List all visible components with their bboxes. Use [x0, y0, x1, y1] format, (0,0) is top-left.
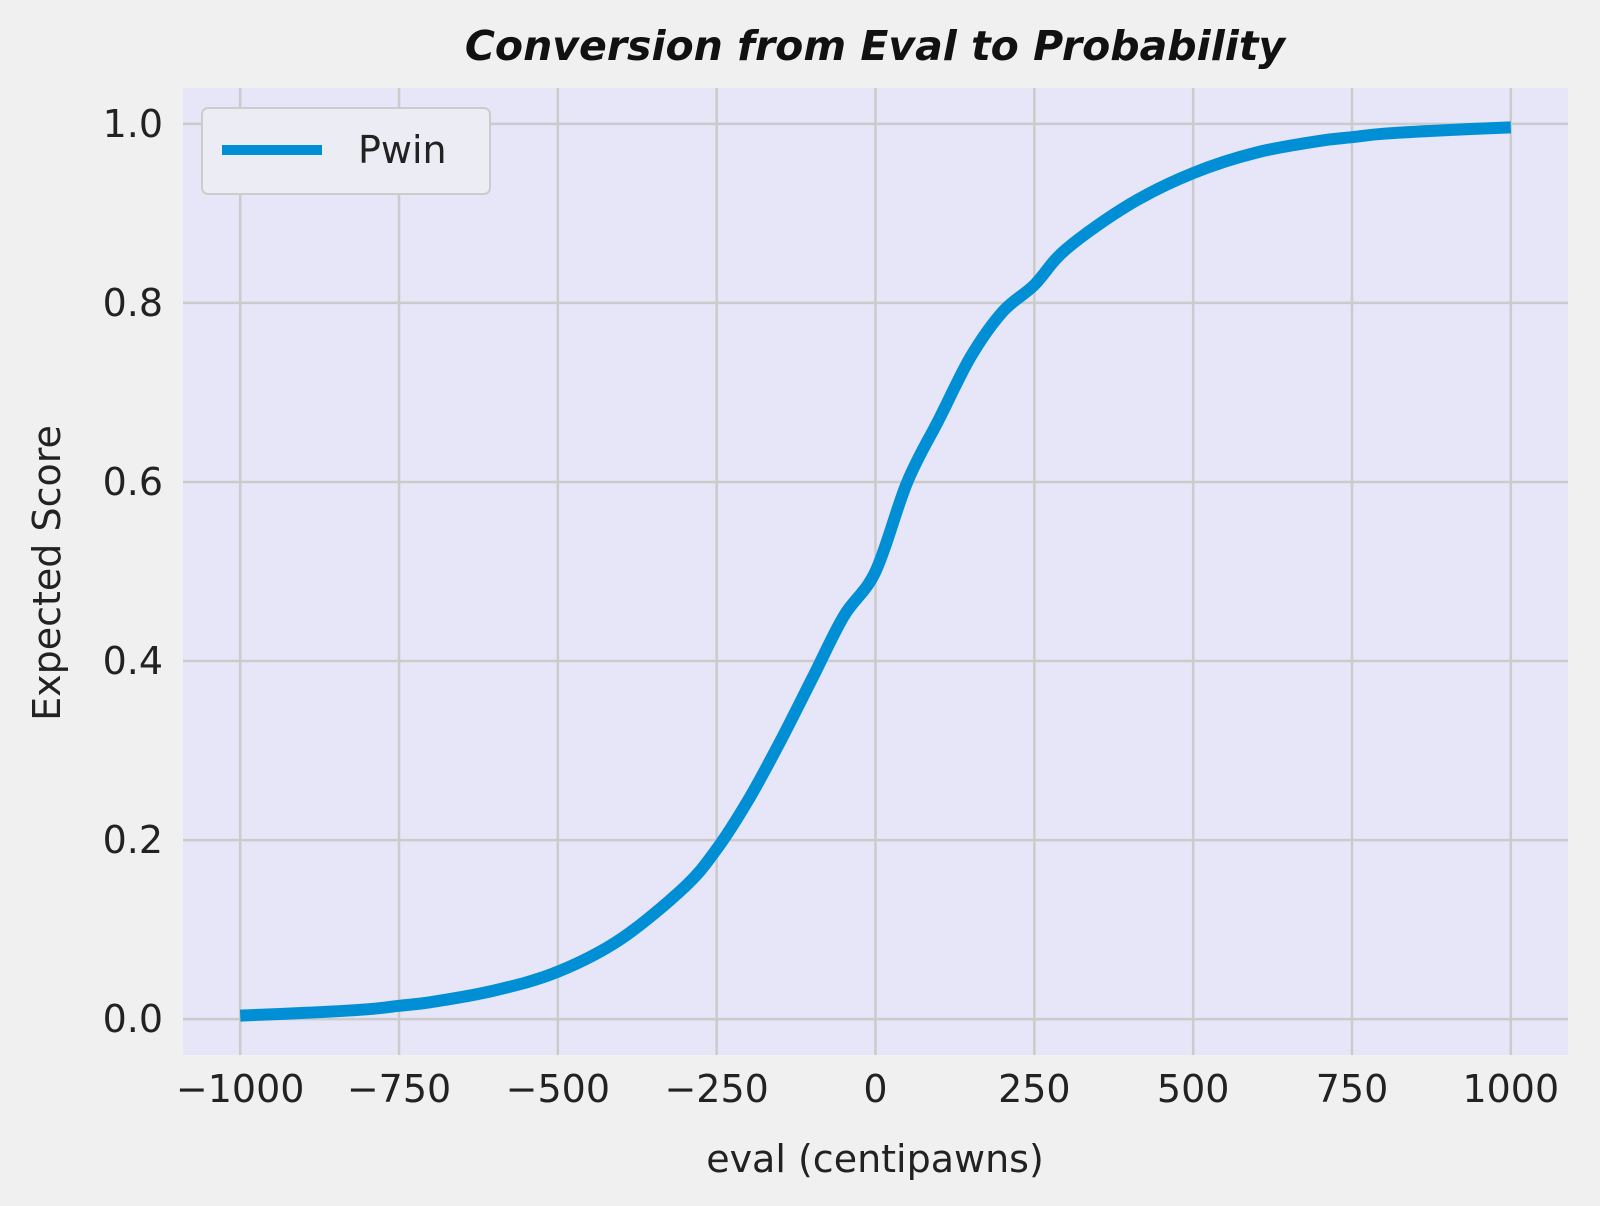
x-axis-label: eval (centipawns): [706, 1137, 1044, 1181]
y-tick-label: 0.6: [103, 460, 163, 504]
y-axis-ticks: 0.0 0.2 0.4 0.6 0.8 1.0: [103, 102, 163, 1041]
chart-title: Conversion from Eval to Probability: [465, 22, 1288, 70]
legend-label-pwin: Pwin: [358, 128, 447, 172]
x-tick-label: −500: [506, 1067, 610, 1111]
legend: Pwin: [201, 107, 491, 195]
x-tick-label: 0: [863, 1067, 887, 1111]
y-tick-label: 0.0: [103, 997, 163, 1041]
y-tick-label: 0.2: [103, 818, 163, 862]
legend-box: [201, 107, 491, 195]
y-tick-label: 0.8: [103, 281, 163, 325]
series-line-pwin: [239, 121, 1512, 1022]
x-tick-label: −1000: [176, 1067, 305, 1111]
x-tick-label: 750: [1316, 1067, 1389, 1111]
x-tick-label: 500: [1157, 1067, 1230, 1111]
y-tick-label: 0.4: [103, 639, 163, 683]
x-tick-label: 1000: [1462, 1067, 1559, 1111]
y-tick-label: 1.0: [103, 102, 163, 146]
x-tick-label: −750: [347, 1067, 451, 1111]
y-axis-label: Expected Score: [25, 425, 69, 721]
x-tick-label: −250: [664, 1067, 768, 1111]
grid: [183, 88, 1568, 1055]
x-tick-label: 250: [998, 1067, 1071, 1111]
x-axis-ticks: −1000 −750 −500 −250 0 250 500 750 1000: [176, 1067, 1559, 1111]
series-layer: [239, 121, 1512, 1022]
